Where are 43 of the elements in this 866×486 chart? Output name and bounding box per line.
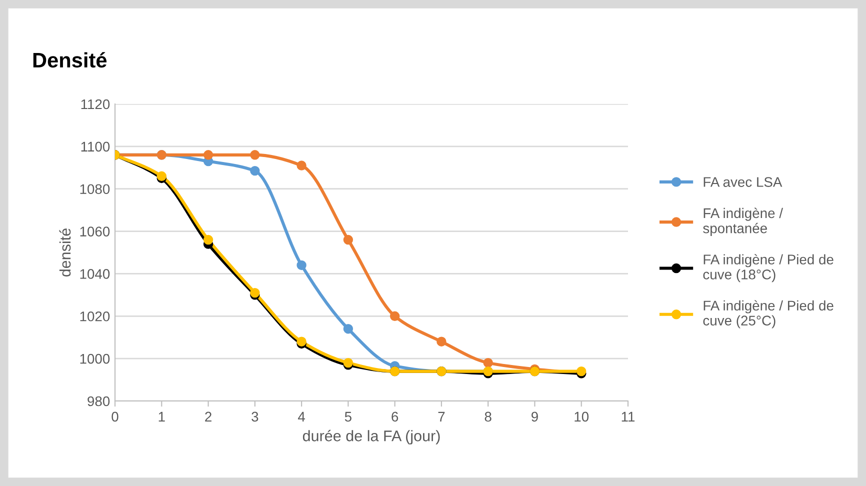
x-tick-label: 9 (532, 412, 538, 422)
y-tick-label: 1060 (80, 226, 110, 236)
point (436, 336, 446, 346)
x-tick-label: 8 (484, 412, 492, 422)
point (296, 336, 306, 346)
legend-label: FA indigène / Pied de cuve (18°C) (703, 254, 834, 282)
x-tick-label: 4 (298, 412, 305, 422)
point (250, 288, 260, 298)
x-tick-label: 0 (112, 412, 118, 422)
y-tick-label: 980 (88, 396, 110, 406)
x-tick-label: 5 (344, 412, 352, 422)
point (250, 166, 260, 176)
x-tick-label: 7 (438, 412, 445, 422)
x-tick-label: 2 (205, 412, 212, 422)
y-tick-label: 1020 (80, 311, 110, 322)
x-tick-label: 3 (252, 412, 258, 422)
y-tick-label: 1080 (80, 184, 110, 194)
point (203, 150, 214, 160)
point (343, 324, 354, 334)
point (343, 358, 354, 368)
point (390, 311, 400, 322)
x-tick-label: 6 (392, 412, 398, 422)
x-axis-title: durée de la FA (jour) (302, 430, 440, 444)
x-tick-label: 1 (158, 412, 165, 422)
point (483, 358, 493, 368)
x-tick-label: 11 (622, 412, 635, 422)
point (576, 366, 586, 376)
y-tick-label: 1040 (80, 269, 110, 279)
point (203, 234, 214, 245)
point (250, 150, 260, 160)
y-axis-title: densité (59, 228, 71, 276)
y-tick-label: 1120 (81, 99, 110, 110)
legend-label: FA indigène / Pied de cuve (25°C) (703, 300, 834, 328)
y-tick-label: 1100 (81, 142, 110, 152)
legend-label: FA indigène / spontanée (703, 208, 783, 236)
chart-title: Densité (33, 52, 107, 68)
point (343, 234, 354, 245)
point (156, 171, 166, 181)
point (296, 160, 306, 170)
point (296, 260, 306, 270)
x-tick-label: 10 (574, 412, 589, 422)
legend-label: FA avec LSA (704, 177, 782, 187)
y-tick-label: 1000 (80, 354, 110, 364)
